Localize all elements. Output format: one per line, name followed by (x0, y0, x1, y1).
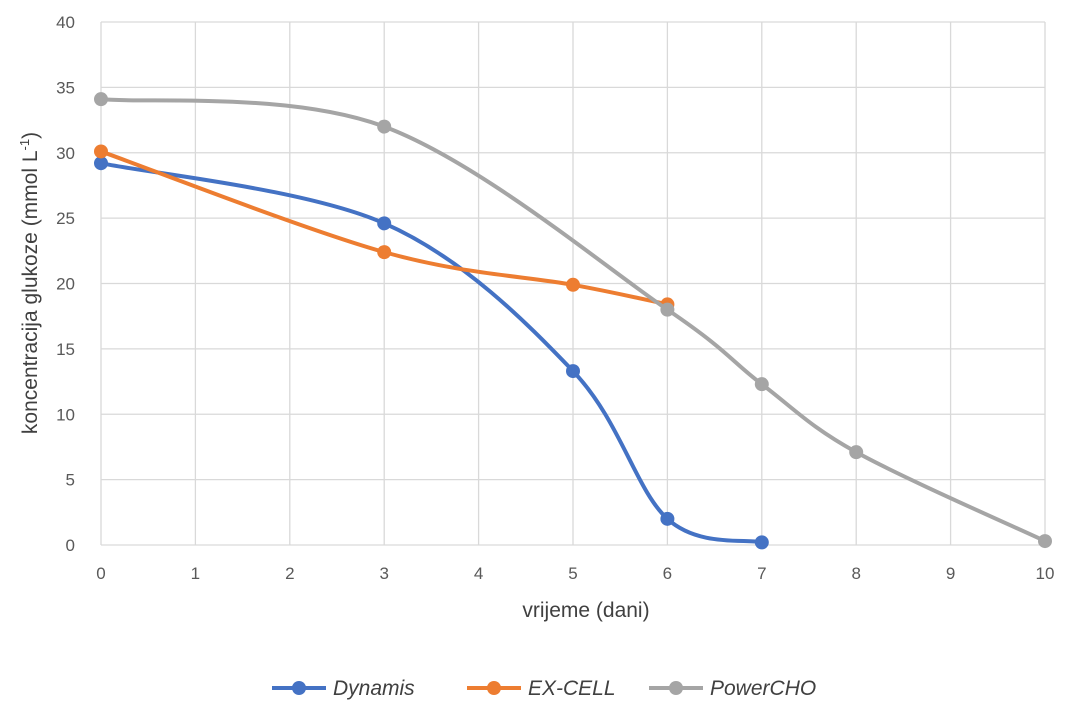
x-tick-label: 2 (285, 564, 294, 583)
legend-marker-powercho (669, 681, 683, 695)
legend-marker-dynamis (292, 681, 306, 695)
y-tick-label: 20 (56, 275, 75, 294)
x-tick-label: 8 (851, 564, 860, 583)
legend-label-ex-cell: EX-CELL (528, 677, 616, 700)
series-line-powercho (99, 97, 1047, 544)
y-tick-label: 5 (66, 471, 75, 490)
y-tick-label: 0 (66, 536, 75, 555)
data-point-dynamis (660, 511, 675, 526)
legend-marker-ex-cell (487, 681, 501, 695)
legend-item-powercho: PowerCHO (649, 677, 816, 700)
data-point-dynamis (754, 535, 769, 550)
x-tick-label: 3 (379, 564, 388, 583)
x-axis-tick-labels: 0 1 2 3 4 5 6 7 8 9 10 (96, 564, 1054, 583)
x-tick-label: 10 (1036, 564, 1055, 583)
y-tick-label: 15 (56, 340, 75, 359)
data-point-powercho (1038, 534, 1052, 549)
y-axis-tick-labels: 0 5 10 15 20 25 30 35 40 (56, 13, 75, 555)
legend-item-ex-cell: EX-CELL (467, 677, 616, 700)
series-line-dynamis (99, 161, 764, 545)
data-point-dynamis (377, 216, 392, 231)
data-point-powercho (754, 377, 769, 392)
series-lines (94, 92, 1052, 550)
series-dynamis (94, 156, 769, 550)
y-tick-label: 35 (56, 78, 75, 97)
y-tick-label: 30 (56, 144, 75, 163)
data-point-powercho (377, 119, 392, 134)
data-point-ex-cell (566, 277, 580, 292)
x-tick-label: 4 (474, 564, 483, 583)
y-tick-label: 10 (56, 405, 75, 424)
legend-item-dynamis: Dynamis (272, 677, 415, 700)
data-point-powercho (94, 92, 108, 107)
data-point-dynamis (566, 364, 580, 379)
data-point-ex-cell (94, 144, 108, 159)
y-tick-label: 25 (56, 209, 75, 228)
data-point-powercho (849, 445, 864, 460)
x-tick-label: 0 (96, 564, 105, 583)
y-axis-title: koncentracija glukoze (mmol L-1) (17, 132, 42, 434)
x-tick-label: 9 (946, 564, 955, 583)
legend: Dynamis EX-CELL PowerCHO (272, 677, 816, 700)
series-powercho (94, 92, 1052, 549)
x-axis-title: vrijeme (dani) (522, 599, 649, 622)
x-tick-label: 5 (568, 564, 577, 583)
series-line-ex-cell (99, 149, 670, 307)
x-tick-label: 1 (191, 564, 200, 583)
y-tick-label: 40 (56, 13, 75, 32)
legend-label-powercho: PowerCHO (710, 677, 816, 700)
x-tick-label: 6 (663, 564, 672, 583)
legend-label-dynamis: Dynamis (333, 677, 415, 700)
data-point-dynamis (94, 156, 108, 171)
x-tick-label: 7 (757, 564, 766, 583)
data-point-ex-cell (377, 245, 392, 260)
data-point-powercho (660, 302, 675, 317)
